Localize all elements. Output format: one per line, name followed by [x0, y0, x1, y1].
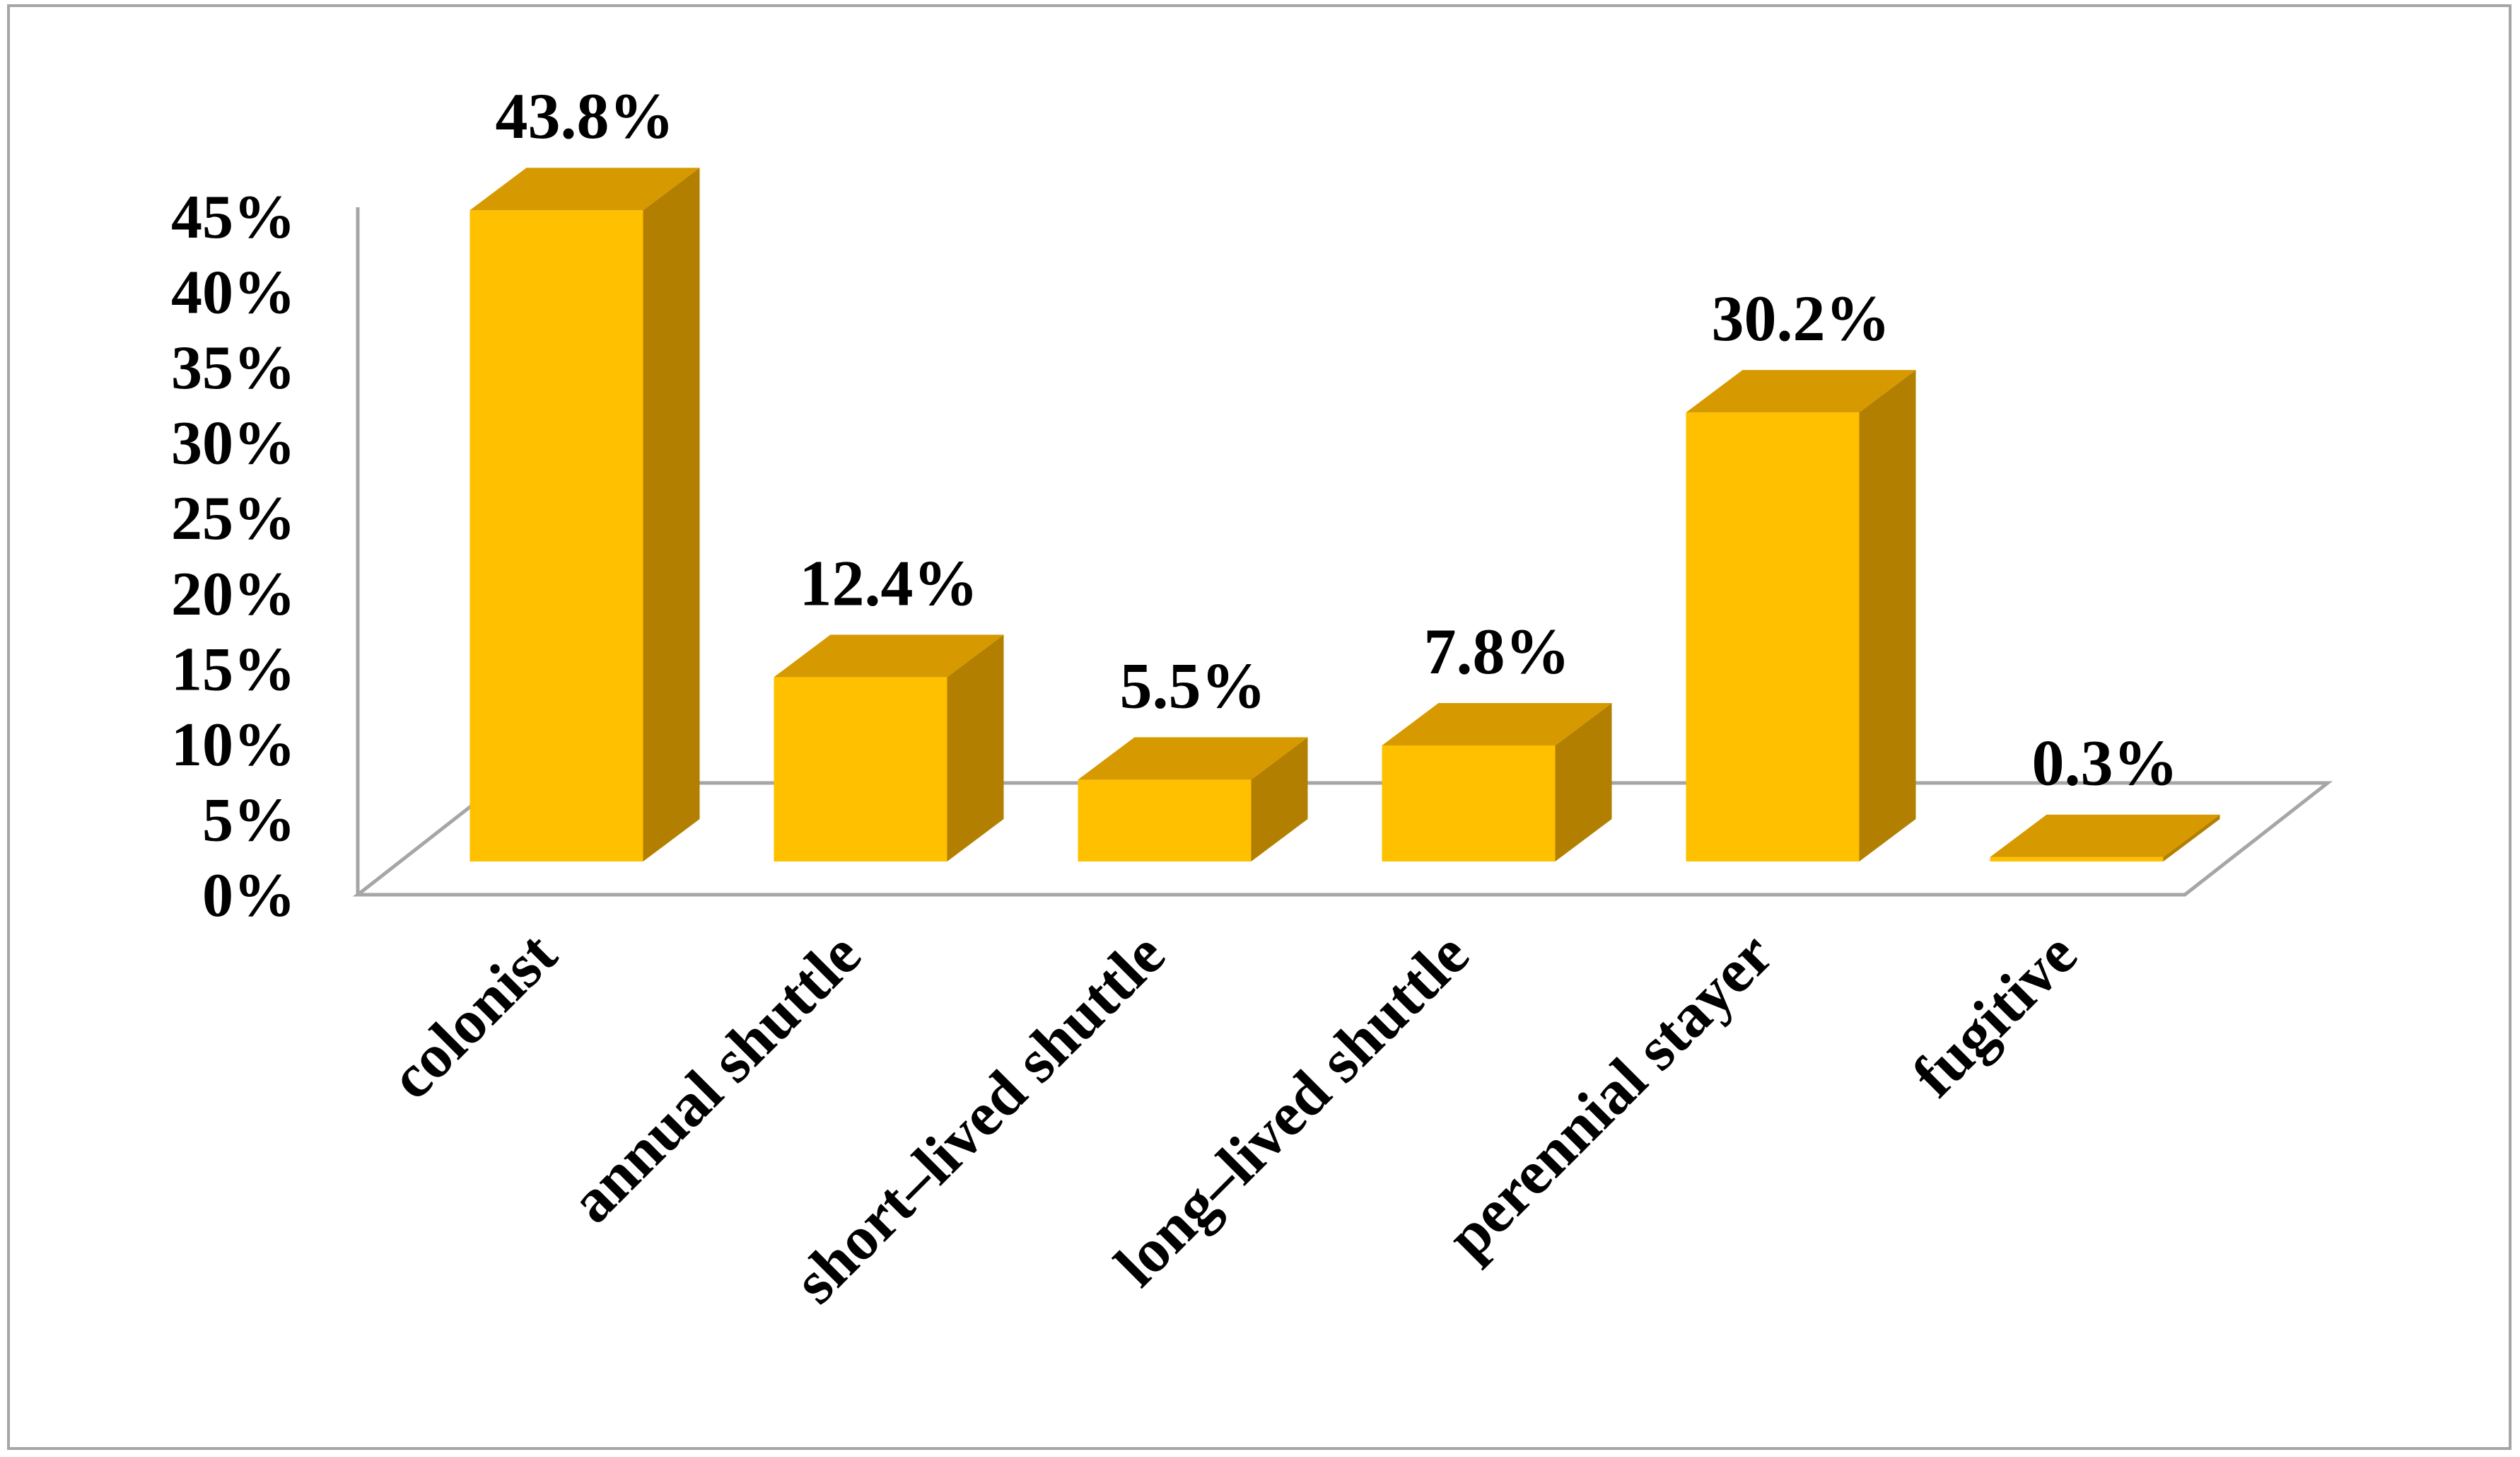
y-tick-label-25: 25%	[171, 484, 296, 553]
bar-top-fugitive	[1990, 814, 2220, 857]
data-label-long-lived-shuttle: 7.8%	[1424, 615, 1570, 687]
bar-short-lived-shuttle	[1078, 737, 1308, 861]
bar-top-annual-shuttle	[774, 634, 1004, 678]
y-tick-labels: 0% 5% 10% 15%20% 25%30% 35% 40% 45%	[171, 183, 296, 930]
floor-outline	[352, 781, 2333, 897]
bar-long-lived-shuttle	[1382, 703, 1612, 861]
bar-top-long-lived-shuttle	[1382, 703, 1612, 746]
data-label-short-lived-shuttle: 5.5%	[1120, 649, 1266, 721]
bar-front-short-lived-shuttle	[1078, 779, 1252, 861]
bar-front-annual-shuttle	[774, 677, 947, 861]
chart-frame	[7, 4, 2512, 1450]
bar-side-annual-shuttle	[947, 634, 1004, 861]
y-tick-label-15: 15%	[171, 635, 296, 704]
y-tick-label-20: 20%	[171, 560, 296, 629]
bar-front-fugitive	[1990, 857, 2164, 861]
bar-colonist	[469, 168, 700, 861]
bar-side-long-lived-shuttle	[1555, 703, 1612, 861]
y-tick-label-40: 40%	[171, 259, 296, 327]
axes	[352, 207, 2333, 897]
bars	[469, 168, 2220, 861]
bar-side-fugitive	[2163, 814, 2220, 861]
y-tick-label-45: 45%	[171, 183, 296, 252]
bar-side-perennial-stayer	[1859, 370, 1916, 861]
y-tick-label-0: 0%	[202, 861, 296, 930]
y-tick-label-30: 30%	[171, 410, 296, 478]
y-tick-label-5: 5%	[202, 786, 296, 854]
bar-front-colonist	[469, 210, 643, 861]
data-labels: 43.8% 12.4% 5.5% 7.8% 30.2% 0.3%	[496, 80, 2178, 799]
y-tick-label-35: 35%	[171, 334, 296, 402]
data-label-fugitive: 0.3%	[2032, 727, 2178, 799]
bar-side-short-lived-shuttle	[1251, 737, 1308, 861]
bar-front-long-lived-shuttle	[1382, 745, 1556, 861]
bar-fugitive	[1990, 814, 2220, 861]
y-tick-label-10: 10%	[171, 711, 296, 779]
bar-side-colonist	[643, 168, 700, 861]
bar-top-perennial-stayer	[1686, 370, 1916, 413]
bar-front-perennial-stayer	[1686, 412, 1860, 861]
bar-top-short-lived-shuttle	[1078, 737, 1308, 780]
bar-top-colonist	[469, 168, 700, 211]
bar-annual-shuttle	[774, 634, 1004, 861]
data-label-perennial-stayer: 30.2%	[1712, 282, 1891, 354]
data-label-colonist: 43.8%	[496, 80, 675, 152]
bar-perennial-stayer	[1686, 370, 1916, 861]
data-label-annual-shuttle: 12.4%	[800, 547, 979, 619]
